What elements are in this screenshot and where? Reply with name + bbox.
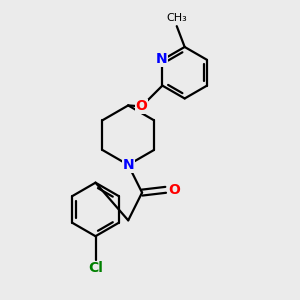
- Text: N: N: [156, 52, 167, 66]
- Text: O: O: [136, 99, 148, 113]
- Text: Cl: Cl: [88, 261, 103, 275]
- Text: CH₃: CH₃: [167, 13, 187, 23]
- Text: O: O: [169, 183, 181, 197]
- Text: N: N: [122, 158, 134, 172]
